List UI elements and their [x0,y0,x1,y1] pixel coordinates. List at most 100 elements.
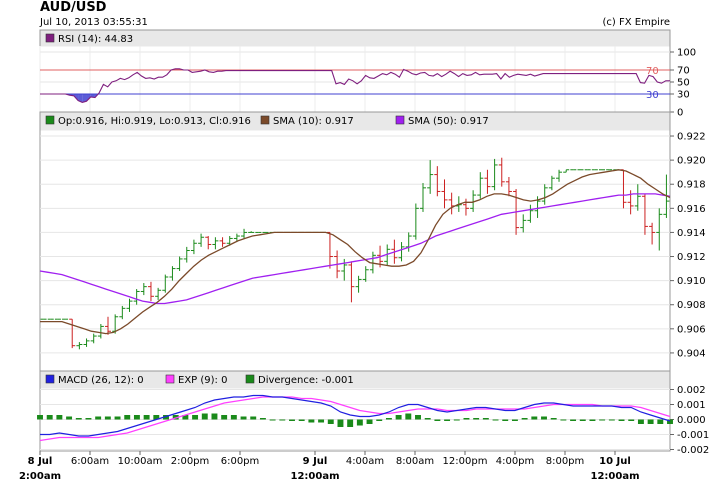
x-tick-label: 8:00am [396,456,434,467]
price-bar [76,342,83,350]
divergence-bar [182,415,189,420]
price-bar [126,298,133,312]
price-legend-label: SMA (10): 0.917 [273,116,354,127]
divergence-bar [289,419,295,421]
price-bar [441,179,448,209]
price-bar [183,246,190,263]
divergence-bar [637,419,644,424]
divergence-bar [599,419,606,421]
price-tick-label: 0.906 [677,324,706,335]
price-tick-label: 0.912 [677,252,706,263]
price-legend-swatch [395,115,405,125]
divergence-bar [502,419,509,421]
price-bar [656,208,663,251]
divergence-bar [124,415,131,420]
rsi-tick-label: 100 [677,48,696,59]
price-bar [505,176,512,197]
divergence-bar [356,419,363,426]
price-panel-frame [39,111,671,372]
price-tick-label: 0.920 [677,156,706,167]
price-bar [348,261,355,303]
price-tick-label: 0.904 [677,348,706,359]
price-bar [176,256,183,271]
price-bar [219,237,226,247]
price-bar [169,266,176,281]
divergence-bar [308,419,315,423]
divergence-bar [434,419,441,421]
price-bar [491,158,498,191]
x-tick-label: 6:00pm [221,456,260,467]
divergence-bar [279,419,286,421]
price-bar [226,236,233,246]
sma10-line [40,169,671,335]
price-tick-label: 0.922 [677,132,706,143]
price-bar [248,231,255,233]
divergence-bar [541,416,547,420]
macd-line [40,394,671,437]
price-bar [641,193,648,235]
rsi-legend-bar [40,30,670,47]
divergence-bar [511,419,518,421]
rsi-line [40,68,670,103]
x-tick-label: 9 Jul [303,456,328,467]
price-bar [355,275,362,293]
price-bar [634,184,641,211]
divergence-bar [657,419,664,424]
x-tick-label: 6:00am [71,456,109,467]
price-bar [470,190,477,212]
price-legend-swatch [260,115,270,125]
price-bar [155,287,162,300]
divergence-bar [95,416,102,420]
divergence-bar [560,419,567,421]
price-bar [69,318,76,349]
divergence-bar [211,413,218,420]
x-tick-label: 10:00am [118,456,163,467]
rsi-oversold-fill [78,94,83,103]
x-tick-label: 10 Jul [599,456,631,467]
price-bar [548,175,555,191]
divergence-bar [405,413,412,420]
divergence-bar [453,419,460,421]
price-tick-label: 0.918 [677,180,706,191]
x-tick-label: 2:00pm [171,456,210,467]
price-tick-label: 0.910 [677,276,706,287]
divergence-bar [385,418,392,420]
divergence-bar [550,418,557,420]
price-bar [133,289,140,305]
divergence-bar [46,415,53,420]
rsi-overbought-fill [399,69,404,70]
divergence-bar [250,416,257,420]
divergence-bar [608,419,615,421]
macd-tick-label: 0.001 [677,400,706,411]
price-tick-label: 0.914 [677,228,706,239]
divergence-bar [298,419,305,421]
divergence-bar [163,415,169,420]
divergence-bar [75,418,82,420]
divergence-bar [240,416,247,420]
divergence-bar [492,419,499,421]
rsi-overbought-label: 70 [646,66,659,77]
divergence-bar [192,415,199,420]
price-bar [520,214,527,233]
rsi-oversold-fill [82,94,87,103]
rsi-tick-label: 70 [677,66,690,77]
divergence-bar [37,415,43,420]
macd-legend-swatch [45,374,55,384]
price-bar [498,157,505,187]
sma50-line [39,193,671,305]
divergence-bar [230,415,237,420]
macd-legend-swatch [165,374,175,384]
price-legend-label: SMA (50): 0.917 [408,116,489,127]
price-bar [241,228,248,239]
divergence-bar [444,419,451,421]
divergence-bar [221,415,228,420]
price-legend-bar [40,112,670,131]
divergence-bar [628,419,635,421]
x-tick-label-secondary: 12:00am [291,471,340,482]
price-bar [462,198,469,216]
rsi-legend-label: RSI (14): 44.83 [58,34,133,45]
divergence-bar [56,415,63,420]
divergence-bar [424,418,431,420]
price-bar [140,283,147,296]
